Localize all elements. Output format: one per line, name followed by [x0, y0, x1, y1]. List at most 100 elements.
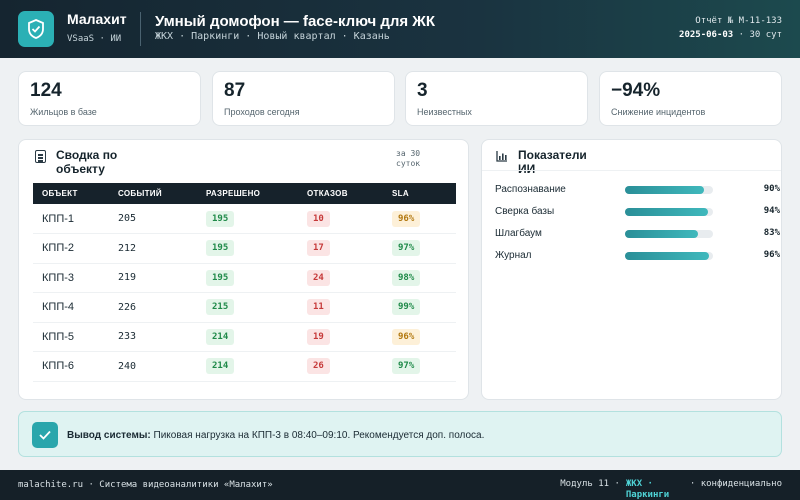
alert-text: Вывод системы: Пиковая нагрузка на КПП-3… — [67, 429, 537, 442]
metric-label: Шлагбаум — [495, 228, 542, 239]
header-divider — [140, 12, 141, 46]
footer-right: Модуль 11 · ЖКХ · Паркинги · конфиденциа… — [560, 479, 782, 500]
cell-denied: 26 — [298, 351, 383, 382]
cell-denied: 24 — [298, 263, 383, 293]
metric-row: Распознавание 90% — [495, 182, 780, 198]
cell-object: КПП-4 — [33, 292, 109, 323]
bar-chart-icon — [496, 151, 507, 162]
cell-object: КПП-6 — [33, 351, 109, 382]
cell-sla: 98% — [383, 263, 456, 293]
metric-bar-fill — [625, 186, 705, 194]
summary-period: за 30 суток — [396, 149, 421, 168]
kpi-card-passes: 87 Проходов сегодня — [212, 71, 395, 126]
check-icon — [32, 422, 58, 448]
app-header: Малахит VSaaS · ИИ Умный домофон — face-… — [0, 0, 800, 58]
report-date-line: 2025-06-03 · 30 сут — [662, 28, 782, 42]
allowed-badge: 215 — [206, 299, 235, 316]
cell-events: 219 — [109, 263, 197, 293]
summary-panel: Сводка по объекту за 30 суток ОБЪЕКТ СОБ… — [18, 139, 469, 400]
app-footer: malachite.ru · Система видеоаналитики «М… — [0, 470, 800, 500]
col-denied: ОТКАЗОВ — [298, 183, 383, 204]
kpi-label: Снижение инцидентов — [611, 107, 706, 117]
cell-denied: 10 — [298, 204, 383, 234]
denied-badge: 26 — [307, 358, 330, 375]
footer-confidential: · конфиденциально — [689, 479, 782, 489]
metric-value: 94% — [763, 206, 780, 216]
allowed-badge: 195 — [206, 240, 235, 257]
metric-bar-track — [625, 230, 713, 238]
table-row: КПП-6 240 214 26 97% — [33, 351, 456, 382]
kpi-card-residents: 124 Жильцов в базе — [18, 71, 201, 126]
denied-badge: 11 — [307, 299, 330, 316]
header-tags: ЖКХ · Паркинги · Новый квартал · Казань — [155, 31, 390, 42]
report-period: · 30 сут — [733, 30, 782, 40]
cell-sla: 96% — [383, 322, 456, 352]
denied-badge: 19 — [307, 328, 330, 345]
metric-value: 83% — [763, 228, 780, 238]
cell-denied: 17 — [298, 233, 383, 264]
footer-module: Модуль 11 · — [560, 479, 620, 489]
report-info: Отчёт № M-11-133 2025-06-03 · 30 сут — [662, 14, 782, 42]
metric-row: Шлагбаум 83% — [495, 226, 780, 242]
table-row: КПП-4 226 215 11 99% — [33, 292, 456, 323]
cell-allowed: 195 — [197, 263, 298, 293]
cell-events: 226 — [109, 292, 197, 323]
metric-label: Распознавание — [495, 184, 566, 195]
metric-bar-fill — [625, 230, 699, 238]
metric-label: Журнал — [495, 250, 532, 261]
kpi-value: −94% — [611, 80, 661, 101]
cell-denied: 19 — [298, 322, 383, 352]
brand-name: Малахит — [67, 11, 127, 27]
cell-object: КПП-2 — [33, 233, 109, 264]
metric-bar-fill — [625, 208, 708, 216]
alert-message: Пиковая нагрузка на КПП-3 в 08:40–09:10.… — [150, 430, 485, 441]
denied-badge: 24 — [307, 269, 330, 286]
denied-badge: 17 — [307, 240, 330, 257]
metric-bar-fill — [625, 252, 710, 260]
cell-allowed: 214 — [197, 322, 298, 352]
ai-metrics-title: Показатели ИИ — [518, 148, 587, 176]
system-conclusion-alert: Вывод системы: Пиковая нагрузка на КПП-3… — [18, 411, 782, 457]
shield-check-icon — [18, 11, 54, 47]
kpi-label: Жильцов в базе — [30, 107, 97, 117]
metric-row: Сверка базы 94% — [495, 204, 780, 220]
footer-module-tag: ЖКХ · Паркинги — [625, 479, 670, 500]
cell-sla: 99% — [383, 292, 456, 323]
panel-divider — [482, 170, 781, 171]
ai-metrics-panel: Показатели ИИ Распознавание 90% Сверка баз… — [481, 139, 782, 400]
metric-bar-track — [625, 252, 713, 260]
cell-events: 240 — [109, 351, 197, 382]
sla-badge: 99% — [392, 299, 421, 316]
metric-value: 96% — [763, 250, 780, 260]
cell-object: КПП-5 — [33, 322, 109, 352]
kpi-value: 124 — [30, 80, 62, 101]
col-sla: SLA — [383, 183, 456, 204]
cell-allowed: 215 — [197, 292, 298, 323]
sla-badge: 97% — [392, 358, 421, 375]
cell-allowed: 195 — [197, 233, 298, 264]
metric-bar-track — [625, 186, 713, 194]
metric-label: Сверка базы — [495, 206, 555, 217]
summary-table: ОБЪЕКТ СОБЫТИЙ РАЗРЕШЕНО ОТКАЗОВ SLA КПП… — [33, 183, 456, 382]
cell-sla: 96% — [383, 204, 456, 234]
sla-badge: 97% — [392, 240, 421, 257]
col-object: ОБЪЕКТ — [33, 183, 109, 204]
sla-badge: 96% — [392, 210, 421, 227]
table-row: КПП-1 205 195 10 96% — [33, 204, 456, 234]
cell-object: КПП-1 — [33, 204, 109, 234]
table-header-row: ОБЪЕКТ СОБЫТИЙ РАЗРЕШЕНО ОТКАЗОВ SLA — [33, 183, 456, 204]
metric-value: 90% — [763, 184, 780, 194]
kpi-card-incidents: −94% Снижение инцидентов — [599, 71, 782, 126]
col-events: СОБЫТИЙ — [109, 183, 197, 204]
cell-events: 233 — [109, 322, 197, 352]
footer-left: malachite.ru · Система видеоаналитики «М… — [18, 480, 273, 490]
kpi-label: Неизвестных — [417, 107, 472, 117]
denied-badge: 10 — [307, 210, 330, 227]
alert-prefix: Вывод системы: — [67, 430, 151, 441]
document-icon — [35, 150, 46, 163]
table-row: КПП-2 212 195 17 97% — [33, 233, 456, 264]
cell-allowed: 214 — [197, 351, 298, 382]
allowed-badge: 195 — [206, 210, 235, 227]
cell-sla: 97% — [383, 233, 456, 264]
sla-badge: 98% — [392, 269, 421, 286]
